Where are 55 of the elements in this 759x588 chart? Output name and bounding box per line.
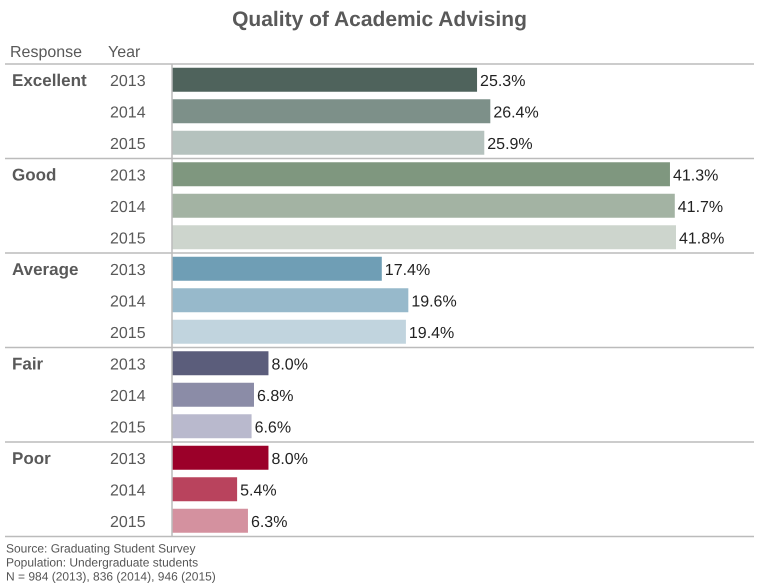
y-tick-label: Average [12,260,78,279]
series-label: 2014 [110,104,146,122]
data-label: 41.3% [672,167,718,184]
data-label: 25.9% [487,136,533,153]
bar [172,508,248,533]
bar [172,477,238,502]
text: 2014 [110,482,146,500]
data-label: 25.3% [480,72,526,90]
data-label: 8.0% [271,450,308,468]
text: 2014 [110,388,146,405]
series-label: 2015 [110,136,146,153]
bar [172,382,254,407]
series-label: 2013 [110,72,146,90]
bar [172,99,490,124]
y-tick-label: Good [12,165,56,184]
text: 2015 [110,230,146,248]
bar [172,288,408,312]
data-label: 26.4% [493,104,539,122]
data-label: 19.4% [408,324,454,342]
bar [172,351,268,376]
bar [172,162,670,186]
data-label: 6.8% [256,388,294,405]
bar [172,68,478,92]
text: 2014 [110,198,146,216]
data-label: 6.6% [254,419,292,436]
data-label: 6.3% [250,514,288,531]
bar [172,414,252,438]
source-note: Source: Graduating Student Survey [6,542,196,556]
text: 2013 [110,167,146,184]
text: Population: Undergraduate students [6,556,198,570]
data-label: 41.8% [679,230,724,248]
text: 2015 [110,419,146,436]
bar [172,225,676,250]
y-axis-title: Response [10,44,82,61]
text: 2015 [110,514,146,531]
bar [172,446,268,470]
text: 2013 [110,450,146,468]
text: 2013 [110,356,146,374]
text: 2014 [110,293,146,310]
bar [172,194,675,218]
y-tick-label: Fair [12,354,44,374]
text: 2015 [110,324,146,342]
y-tick-label: Excellent [12,70,87,90]
data-label: 8.0% [271,356,308,374]
bar [172,320,406,344]
chart-title: Quality of Academic Advising [232,8,527,31]
data-label: 19.6% [411,293,457,310]
text: N = 984 (2013), 836 (2014), 946 (2015) [6,570,216,584]
data-label: 17.4% [384,262,430,279]
y-tick-label: Poor [12,448,52,468]
data-label: 5.4% [240,482,277,500]
legend-title: Year [108,44,141,61]
bar [172,256,382,281]
data-label: 41.7% [678,198,724,216]
text: 2013 [110,262,146,279]
